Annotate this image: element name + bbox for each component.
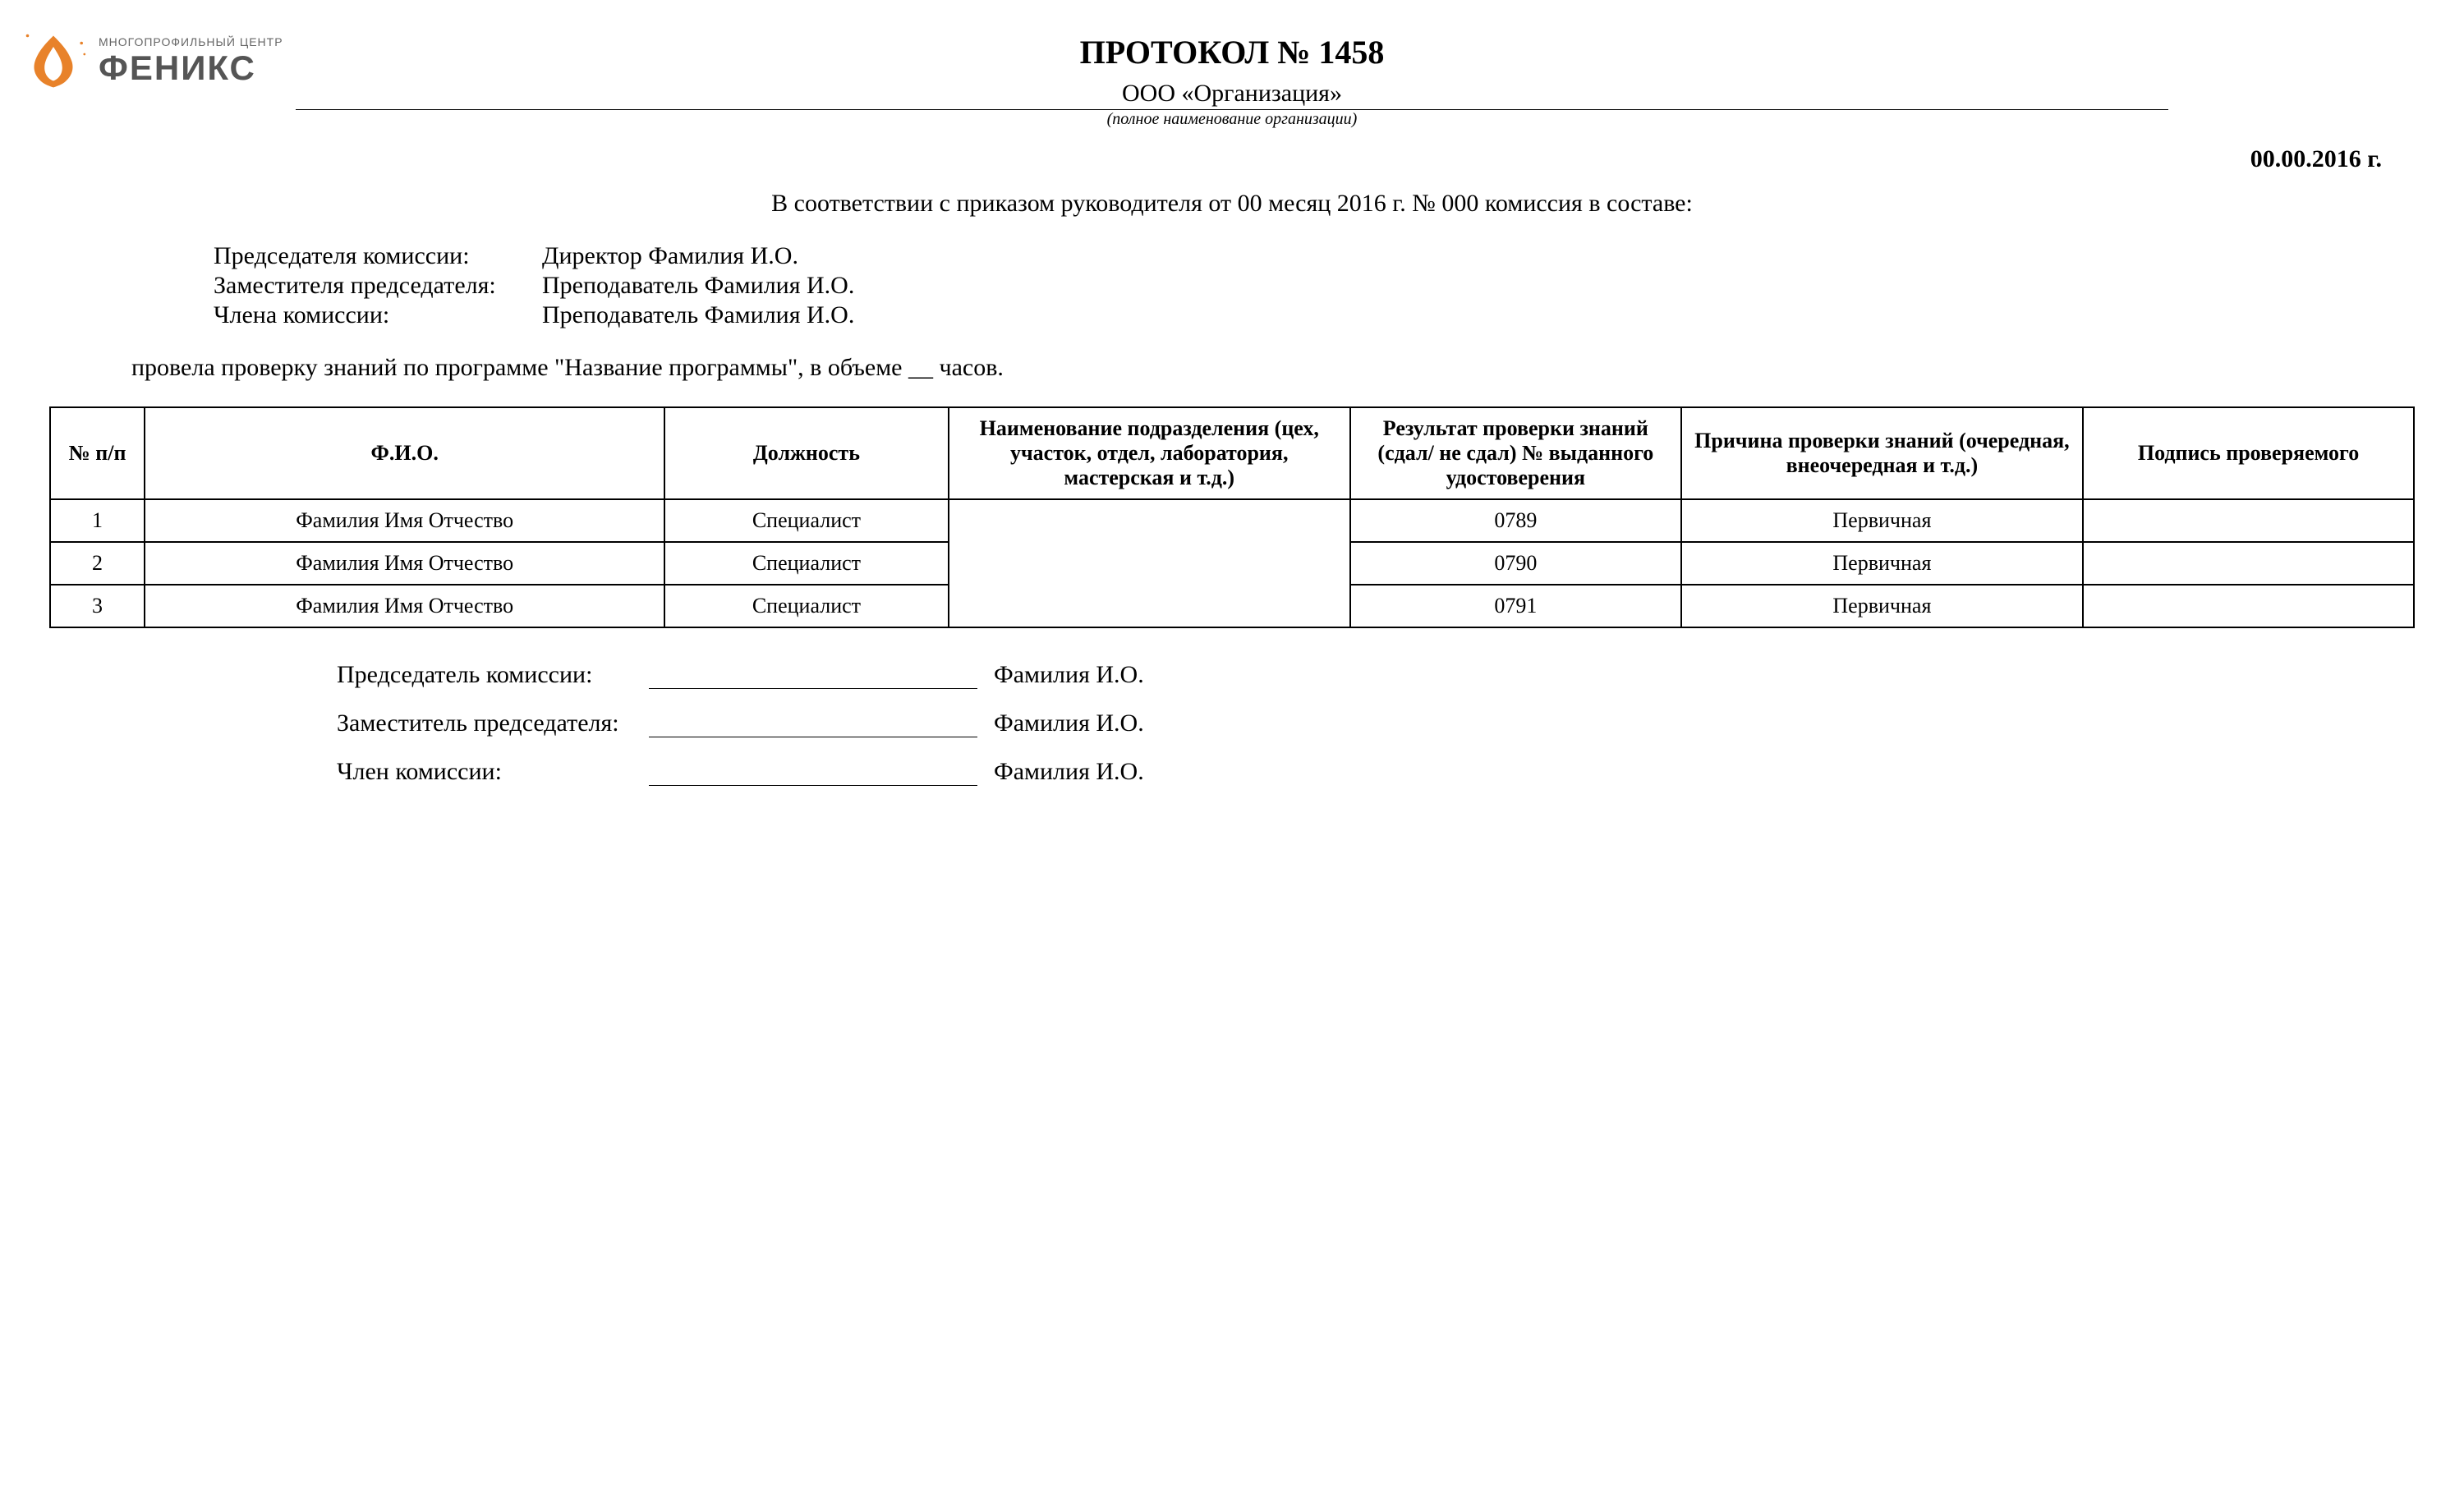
signature-chairman-row: Председатель комиссии: Фамилия И.О. — [337, 661, 2415, 689]
table-header-row: № п/п Ф.И.О. Должность Наименование подр… — [50, 407, 2414, 499]
signature-member-row: Член комиссии: Фамилия И.О. — [337, 758, 2415, 786]
commission-chairman-row: Председателя комиссии: Директор Фамилия … — [214, 242, 2415, 270]
header-signature: Подпись проверяемого — [2083, 407, 2414, 499]
deputy-label: Заместителя председателя: — [214, 272, 542, 300]
sig-deputy-name: Фамилия И.О. — [994, 709, 2415, 737]
member-label: Члена комиссии: — [214, 301, 542, 329]
header-result: Результат проверки знаний (сдал/ не сдал… — [1350, 407, 1681, 499]
cell-position: Специалист — [664, 585, 948, 627]
logo-subtitle: МНОГОПРОФИЛЬНЫЙ ЦЕНТР — [99, 35, 283, 48]
cell-result: 0790 — [1350, 542, 1681, 585]
chairman-label: Председателя комиссии: — [214, 242, 542, 270]
cell-num: 2 — [50, 542, 145, 585]
sig-chairman-line — [649, 688, 977, 689]
cell-reason: Первичная — [1681, 542, 2083, 585]
protocol-title: ПРОТОКОЛ № 1458 — [49, 33, 2415, 71]
cell-fio: Фамилия Имя Отчество — [145, 499, 664, 542]
sig-chairman-label: Председатель комиссии: — [337, 661, 649, 689]
logo-text: МНОГОПРОФИЛЬНЫЙ ЦЕНТР ФЕНИКС — [99, 35, 283, 88]
cell-department — [949, 499, 1350, 627]
cell-num: 1 — [50, 499, 145, 542]
commission-block: Председателя комиссии: Директор Фамилия … — [214, 242, 2415, 329]
intro-text: В соответствии с приказом руководителя о… — [49, 190, 2415, 218]
sig-deputy-label: Заместитель председателя: — [337, 709, 649, 737]
check-description: провела проверку знаний по программе "На… — [131, 354, 2415, 382]
signatures-block: Председатель комиссии: Фамилия И.О. Заме… — [337, 661, 2415, 786]
phoenix-icon — [16, 25, 90, 99]
commission-member-row: Члена комиссии: Преподаватель Фамилия И.… — [214, 301, 2415, 329]
cell-position: Специалист — [664, 542, 948, 585]
table-row: 1Фамилия Имя ОтчествоСпециалист 0789Перви… — [50, 499, 2414, 542]
sig-chairman-name: Фамилия И.О. — [994, 661, 2415, 689]
sig-member-label: Член комиссии: — [337, 758, 649, 786]
organization-name: ООО «Организация» — [296, 80, 2168, 110]
cell-signature — [2083, 542, 2414, 585]
signature-deputy-row: Заместитель председателя: Фамилия И.О. — [337, 709, 2415, 737]
sig-member-line — [649, 785, 977, 786]
cell-signature — [2083, 585, 2414, 627]
header-department: Наименование подразделения (цех, участок… — [949, 407, 1350, 499]
header-reason: Причина проверки знаний (очередная, внео… — [1681, 407, 2083, 499]
chairman-value: Директор Фамилия И.О. — [542, 242, 2415, 270]
cell-signature — [2083, 499, 2414, 542]
commission-deputy-row: Заместителя председателя: Преподаватель … — [214, 272, 2415, 300]
document-header: ПРОТОКОЛ № 1458 ООО «Организация» (полно… — [49, 33, 2415, 129]
cell-result: 0789 — [1350, 499, 1681, 542]
logo-title: ФЕНИКС — [99, 48, 283, 88]
deputy-value: Преподаватель Фамилия И.О. — [542, 272, 2415, 300]
cell-reason: Первичная — [1681, 499, 2083, 542]
cell-result: 0791 — [1350, 585, 1681, 627]
header-num: № п/п — [50, 407, 145, 499]
document-date: 00.00.2016 г. — [49, 145, 2382, 173]
member-value: Преподаватель Фамилия И.О. — [542, 301, 2415, 329]
cell-num: 3 — [50, 585, 145, 627]
cell-reason: Первичная — [1681, 585, 2083, 627]
results-table: № п/п Ф.И.О. Должность Наименование подр… — [49, 406, 2415, 628]
header-fio: Ф.И.О. — [145, 407, 664, 499]
sig-member-name: Фамилия И.О. — [994, 758, 2415, 786]
logo: МНОГОПРОФИЛЬНЫЙ ЦЕНТР ФЕНИКС — [16, 25, 283, 99]
cell-fio: Фамилия Имя Отчество — [145, 542, 664, 585]
cell-fio: Фамилия Имя Отчество — [145, 585, 664, 627]
header-position: Должность — [664, 407, 948, 499]
organization-caption: (полное наименование организации) — [49, 110, 2415, 129]
cell-position: Специалист — [664, 499, 948, 542]
